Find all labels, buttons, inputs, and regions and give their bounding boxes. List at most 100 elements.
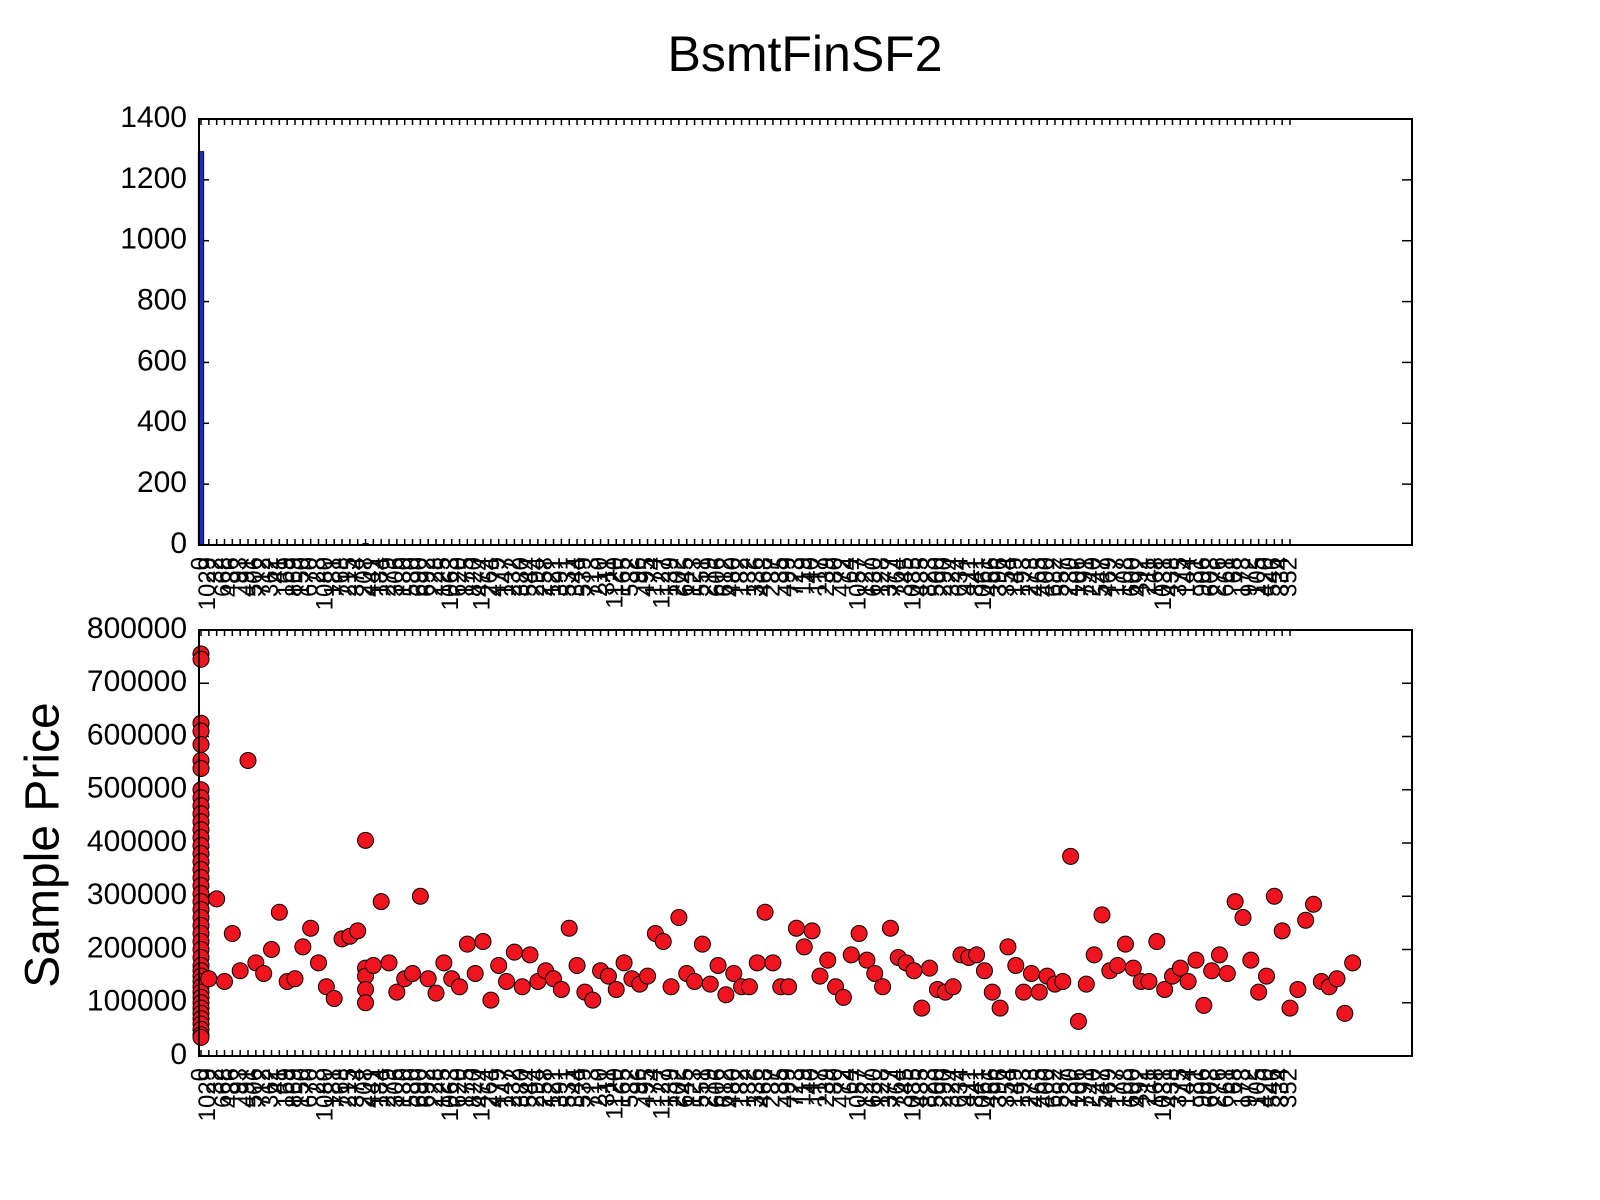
x-tick-label: 500 xyxy=(923,1068,950,1108)
x-tick-label: 1474 xyxy=(468,557,495,610)
x-tick-label: 273 xyxy=(1017,1068,1044,1108)
point xyxy=(858,951,876,969)
y-tick-label: 0 xyxy=(170,1038,187,1071)
point xyxy=(1022,964,1040,982)
point xyxy=(1116,935,1134,953)
point xyxy=(404,964,422,982)
x-tick-label: 182 xyxy=(727,557,754,597)
x-tick-label: 645 xyxy=(672,557,699,597)
point xyxy=(944,978,962,996)
x-tick-label: 712 xyxy=(249,557,276,597)
x-tick-label: 80 xyxy=(821,1068,848,1095)
x-tick-label: 219 xyxy=(696,557,723,597)
point xyxy=(357,994,375,1012)
x-tick-label: 712 xyxy=(249,1068,276,1108)
point xyxy=(192,735,210,753)
x-tick-label: 211 xyxy=(1134,1068,1161,1106)
point xyxy=(615,954,633,972)
y-tick-label: 1200 xyxy=(120,162,187,195)
point xyxy=(498,972,516,990)
x-tick-label: 258 xyxy=(531,557,558,597)
point xyxy=(654,933,672,951)
x-tick-label: 1061 xyxy=(970,557,997,610)
x-tick-label: 491 xyxy=(233,557,260,597)
point xyxy=(866,964,884,982)
scatter-panel: 0 100000 200000 300000 400000 500000 600000 700… xyxy=(87,612,1413,1121)
point xyxy=(1077,975,1095,993)
point xyxy=(1265,887,1283,905)
plot-frame xyxy=(198,118,1413,546)
x-tick-label: 1474 xyxy=(468,1068,495,1121)
point xyxy=(1171,959,1189,977)
x-tick-label: 344 xyxy=(562,1068,589,1108)
y-tick-label: 600 xyxy=(137,344,187,377)
x-tick-label: 210 xyxy=(586,557,613,597)
x-tick-label: 682 xyxy=(1040,1068,1067,1108)
point xyxy=(983,983,1001,1001)
x-tick-label: 764 xyxy=(884,1068,911,1108)
x-tick-label: 232 xyxy=(500,557,527,597)
point xyxy=(560,919,578,937)
x-tick-label: 532 xyxy=(617,1068,644,1108)
x-tick-label: 690 xyxy=(406,557,433,597)
x-tick-label: 180 xyxy=(390,1068,417,1108)
point xyxy=(1062,847,1080,865)
point xyxy=(1069,1012,1087,1030)
x-tick-label: 499 xyxy=(774,557,801,597)
point xyxy=(231,962,249,980)
plot-frame xyxy=(198,629,1413,1057)
x-tick-label: 193 xyxy=(1009,1068,1036,1108)
point xyxy=(1242,951,1260,969)
x-tick-label: 127 xyxy=(852,557,879,597)
x-tick-label: 391 xyxy=(547,557,574,597)
x-tick-label: 547 xyxy=(1087,1068,1114,1108)
x-tick-label: 184 xyxy=(367,557,394,597)
x-tick-label: 276 xyxy=(1205,1068,1232,1108)
y-tick-label: 1000 xyxy=(120,223,187,256)
point xyxy=(223,925,241,943)
point xyxy=(286,970,304,988)
x-tick-label: 108 xyxy=(1111,1068,1138,1108)
x-tick-label: 28 xyxy=(304,1068,331,1095)
x-tick-label: 182 xyxy=(727,1068,754,1108)
x-tick-label: 823 xyxy=(915,557,942,597)
x-tick-label: 1085 xyxy=(899,557,926,610)
x-tick-label: 334 xyxy=(1268,1068,1295,1108)
x-tick-label: 174 xyxy=(641,557,668,597)
x-tick-label: 375 xyxy=(1166,557,1193,597)
x-tick-label: 174 xyxy=(641,1068,668,1108)
x-tick-label: 491 xyxy=(233,1068,260,1108)
x-tick-label: 544 xyxy=(515,557,542,597)
point xyxy=(505,943,523,961)
point xyxy=(1109,956,1127,974)
x-tick-label: 177 xyxy=(1103,557,1130,597)
y-tick-label: 300000 xyxy=(87,878,187,911)
point xyxy=(1187,951,1205,969)
x-tick-label: 139 xyxy=(656,1068,683,1108)
point xyxy=(1179,972,1197,990)
x-tick-label: 374 xyxy=(343,557,370,597)
x-tick-label: 32 xyxy=(202,1068,229,1095)
x-tick-label: 125 xyxy=(429,1068,456,1108)
point xyxy=(921,959,939,977)
x-tick-label: 634 xyxy=(946,1068,973,1108)
x-tick-label: 362 xyxy=(257,557,284,597)
point xyxy=(709,956,727,974)
x-tick-label: 546 xyxy=(1260,1068,1287,1108)
x-tick-label: 499 xyxy=(774,1068,801,1108)
x-tick-label: 1061 xyxy=(970,1068,997,1121)
point xyxy=(787,919,805,937)
point xyxy=(380,954,398,972)
x-tick-label: 0 xyxy=(186,557,213,570)
x-tick-label: 123 xyxy=(680,1068,707,1108)
point xyxy=(850,925,868,943)
x-tick-label: 492 xyxy=(1126,557,1153,597)
x-tick-label: 841 xyxy=(962,1068,989,1108)
point xyxy=(192,650,210,668)
x-tick-label: 139 xyxy=(656,557,683,597)
x-tick-label: 492 xyxy=(1126,1068,1153,1108)
x-tick-label: 202 xyxy=(664,1068,691,1108)
x-tick-label: 41 xyxy=(265,1068,292,1095)
x-tick-label: 96 xyxy=(625,557,652,584)
